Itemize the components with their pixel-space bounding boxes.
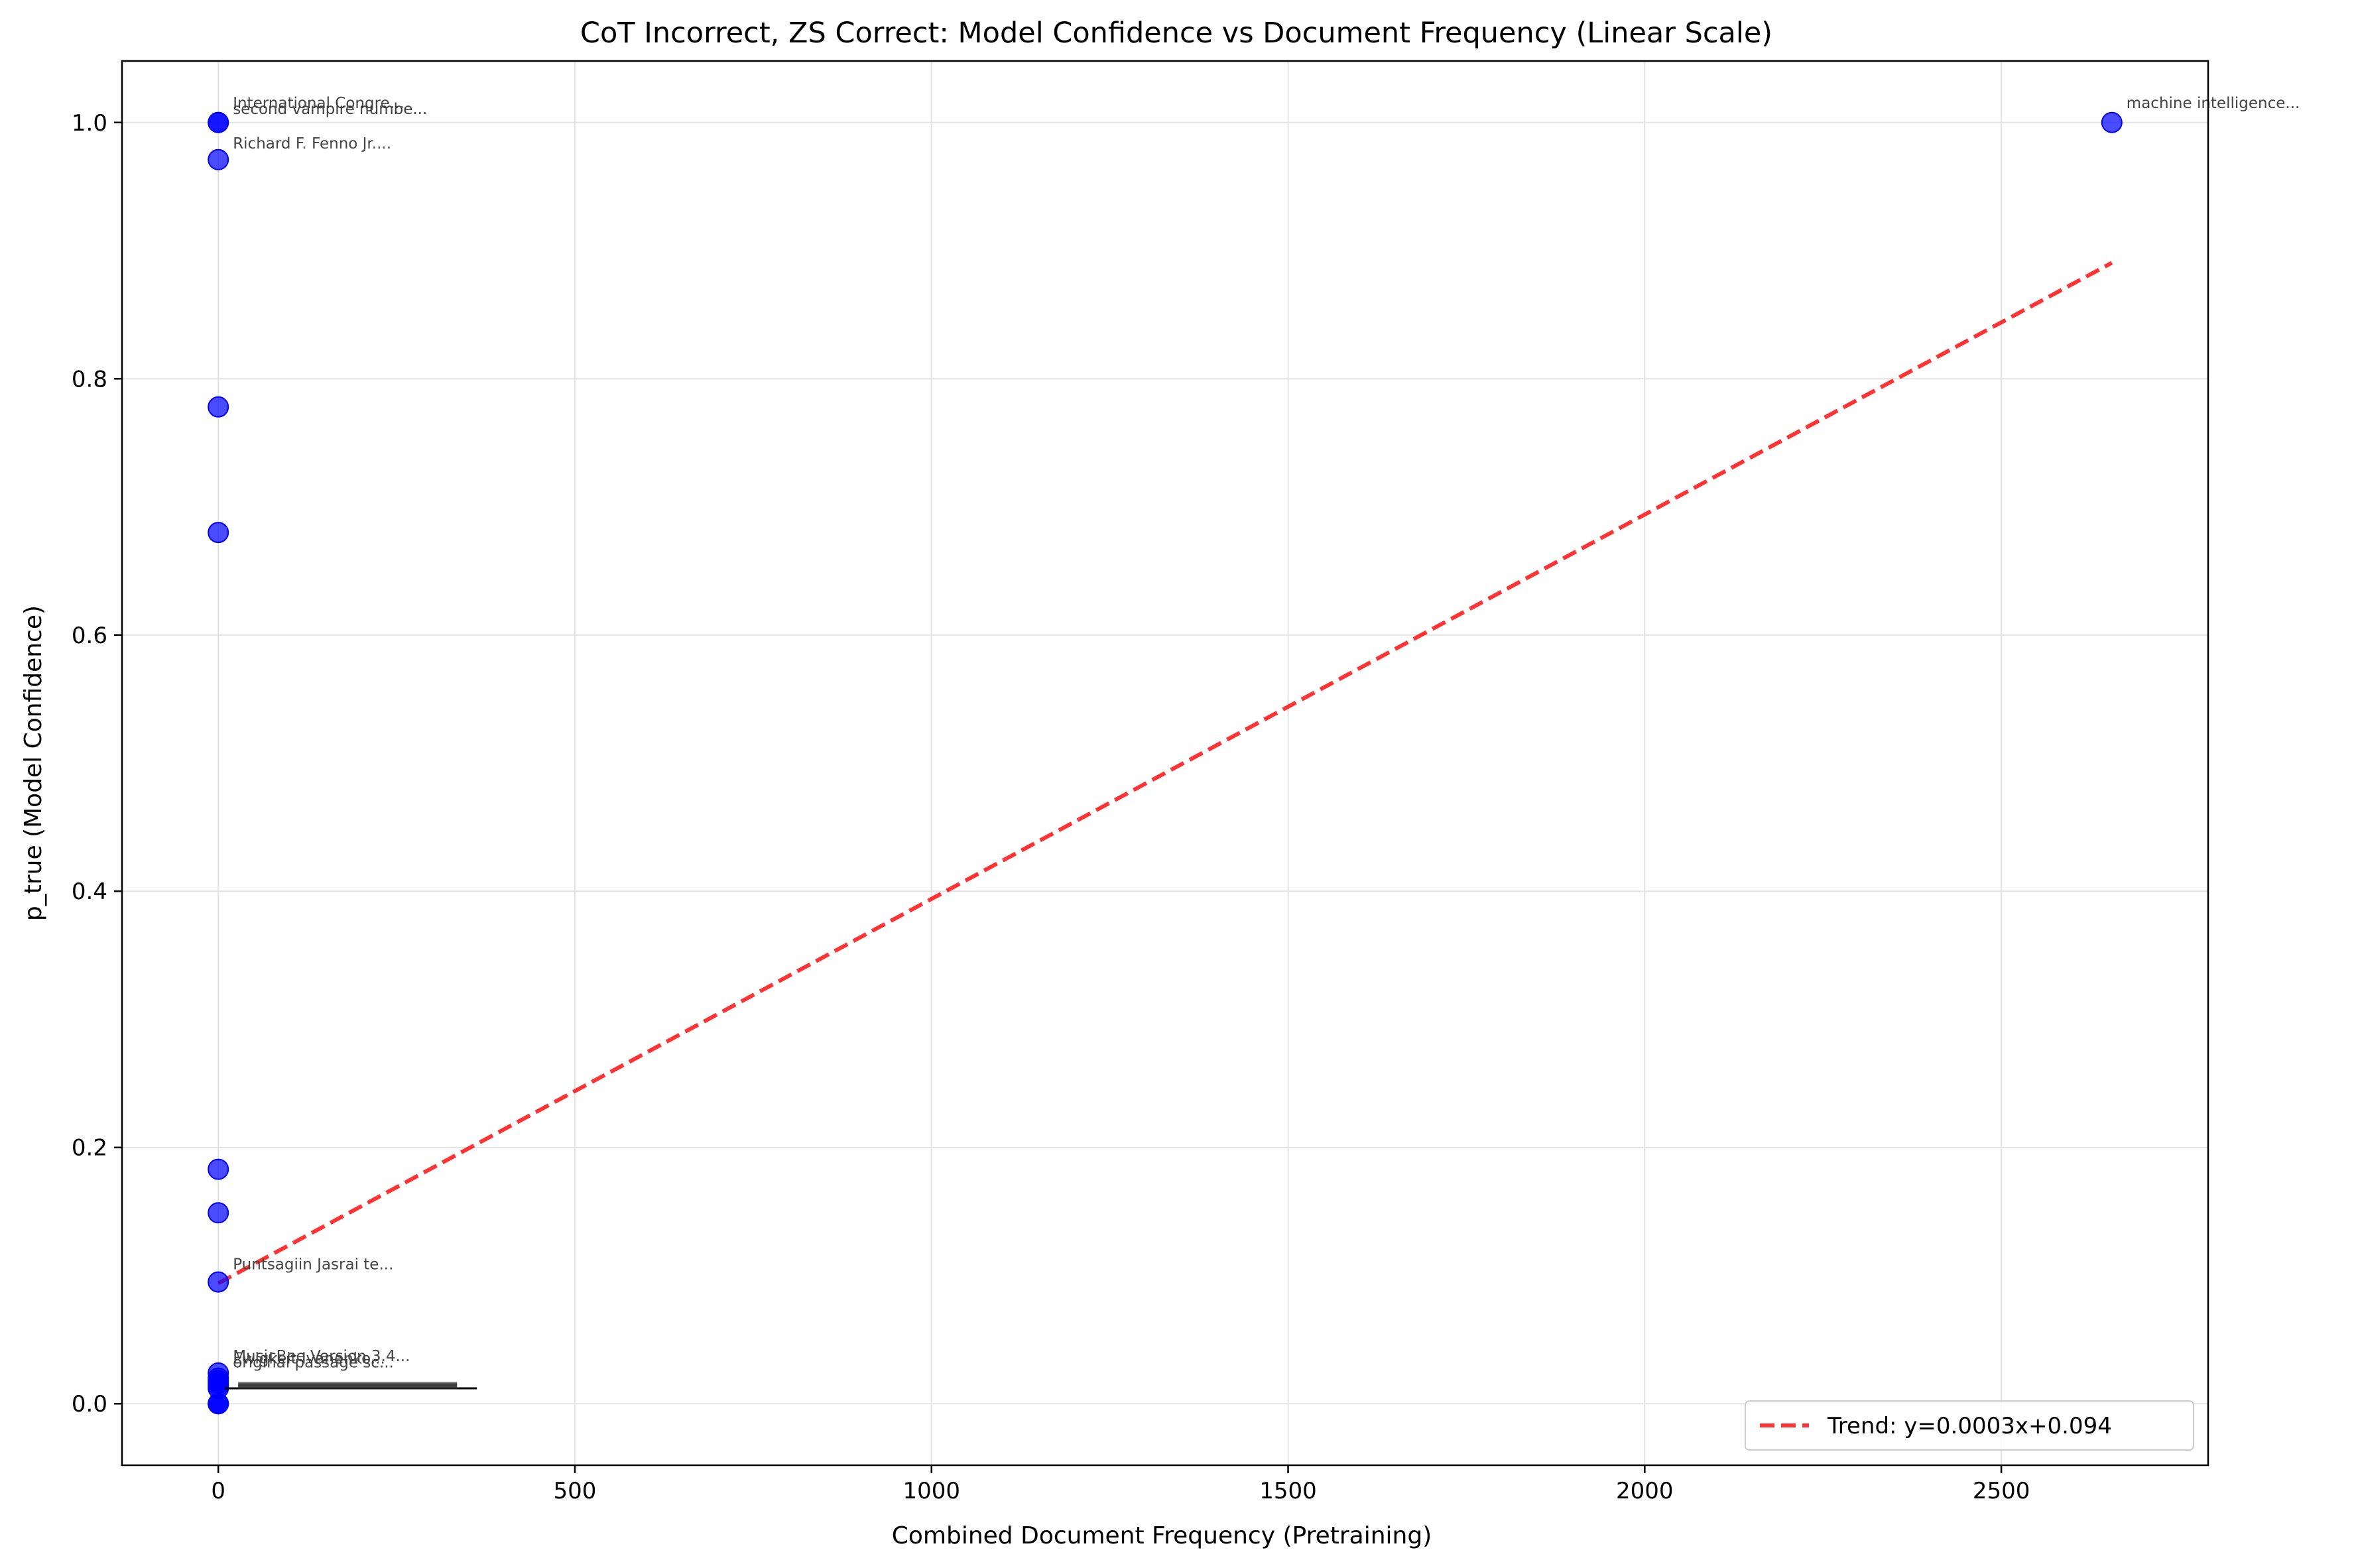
point-annotation: International Congre... [233, 95, 404, 112]
y-axis-label: p_true (Model Confidence) [20, 605, 47, 921]
data-points [208, 111, 2123, 1415]
point-annotation: Puntsagiin Jasrai te... [233, 1256, 393, 1274]
data-point [208, 1393, 229, 1415]
point-annotation: Richard F. Fenno Jr.... [233, 135, 391, 152]
point-annotation: Ewigkeit Ivanenko... [233, 1351, 385, 1368]
chart-title: CoT Incorrect, ZS Correct: Model Confide… [580, 17, 1772, 50]
x-tick-label: 0 [211, 1478, 225, 1504]
point-annotations: International Congre...second vampire nu… [225, 95, 2300, 1390]
data-point [208, 522, 229, 544]
y-tick-label: 1.0 [72, 110, 107, 137]
data-point [208, 1158, 229, 1180]
trend-line [217, 261, 2113, 1286]
data-point [2101, 111, 2123, 133]
grid [122, 61, 2208, 1465]
point-annotation: original passage sc... [233, 1354, 394, 1371]
legend: Trend: y=0.0003x+0.094 [1745, 1400, 2194, 1451]
legend-box [1745, 1400, 2194, 1451]
data-point [208, 1271, 229, 1293]
x-tick-label: 1000 [902, 1478, 960, 1504]
data-point [208, 1202, 229, 1224]
overlapping-annotation-text [238, 1382, 458, 1387]
point-annotation: second vampire numbe... [233, 101, 427, 118]
plot-frame [121, 60, 2209, 1467]
legend-trend-label: Trend: y=0.0003x+0.094 [1827, 1413, 2112, 1439]
y-tick-label: 0.8 [72, 366, 107, 392]
data-point [208, 396, 229, 418]
x-tick-label: 500 [554, 1478, 597, 1504]
y-tick-label: 0.4 [72, 878, 107, 905]
trend-line-group [217, 261, 2113, 1286]
x-tick-label: 2000 [1616, 1478, 1674, 1504]
y-tick-label: 0.6 [72, 623, 107, 649]
x-tick-label: 2500 [1973, 1478, 2030, 1504]
point-annotation: MusicBee Version 3.4... [233, 1348, 410, 1365]
point-annotation: machine intelligence... [2127, 95, 2300, 112]
data-point [208, 111, 229, 133]
x-axis-label: Combined Document Frequency (Pretraining… [892, 1522, 1432, 1549]
x-tick-label: 1500 [1259, 1478, 1317, 1504]
data-point [208, 149, 229, 170]
axis-ticks: 0 500 1000 1500 2000 2500 0.0 0.2 0.4 0.6 0.8 1.0 [72, 110, 2030, 1504]
y-tick-label: 0.0 [72, 1391, 107, 1417]
y-tick-label: 0.2 [72, 1135, 107, 1162]
